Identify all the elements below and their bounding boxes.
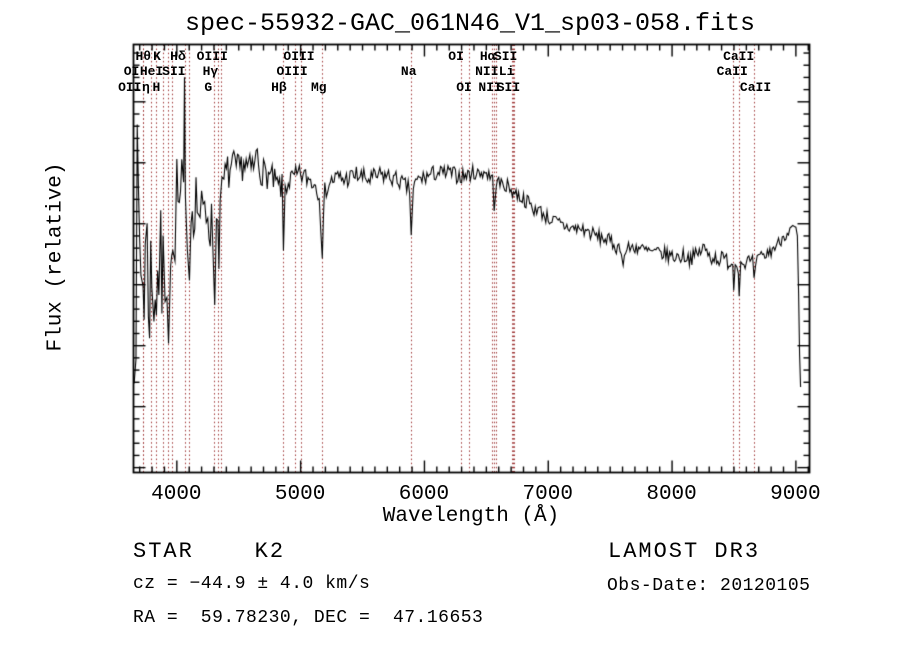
spectral-line-label: Li — [498, 64, 515, 79]
spectral-line-label: K — [153, 49, 161, 64]
spectral-line-label: CaII — [716, 64, 748, 79]
spectral-line-label: Hδ — [170, 49, 186, 64]
spectral-line-label: OI — [123, 64, 140, 79]
x-tick-label: 5000 — [274, 483, 326, 506]
spectral-line-label: SII — [496, 80, 521, 95]
spectral-line-label: Hθ — [135, 49, 152, 64]
x-tick-label: 7000 — [522, 483, 573, 506]
spectral-line-label: SII — [493, 49, 518, 64]
spectral-line-label: OIII — [196, 49, 228, 64]
ra-dec-label: RA = 59.78230, DEC = 47.16653 — [133, 608, 484, 628]
spectral-line-label: OII — [118, 80, 142, 95]
spectral-line-label: OI — [456, 80, 472, 95]
spectral-line-label: OIII — [276, 64, 308, 79]
spectral-line-label: OIII — [283, 49, 315, 64]
plot-title: spec-55932-GAC_061N46_V1_sp03-058.fits — [184, 9, 756, 38]
x-axis-label: Wavelength (Å) — [382, 505, 560, 528]
x-tick-label: 6000 — [398, 483, 450, 506]
spectral-line-label: NII — [475, 64, 499, 79]
spectral-line-label: CaII — [723, 49, 755, 64]
spectral-line-label: Mg — [310, 80, 327, 95]
spectral-line-label: CaII — [739, 80, 772, 95]
redshift-velocity-label: cz = −44.9 ± 4.0 km/s — [133, 574, 371, 594]
spectral-line-label: SII — [162, 64, 186, 79]
spectral-line-label: NII — [478, 80, 502, 95]
survey-release-label: LAMOST DR3 — [608, 539, 761, 564]
spectral-line-label: H — [152, 80, 161, 95]
y-axis-label: Flux (relative) — [44, 162, 68, 352]
spectral-line-label: Na — [400, 64, 417, 79]
spectral-line-label: η — [141, 80, 150, 95]
x-tick-label: 8000 — [646, 483, 697, 506]
spectral-line-label: G — [204, 80, 213, 95]
spectral-line-label: Hα — [479, 49, 496, 64]
obs-date-label: Obs-Date: 20120105 — [607, 576, 811, 596]
x-tick-label: 9000 — [770, 483, 821, 506]
spectral-line-label: Hβ — [271, 80, 287, 95]
spectral-line-label: OI — [448, 49, 464, 64]
x-tick-label: 4000 — [151, 483, 202, 506]
spectral-line-label: Hγ — [202, 64, 219, 79]
object-class-label: STAR K2 — [133, 539, 286, 564]
spectral-line-label: HeI — [139, 64, 164, 79]
